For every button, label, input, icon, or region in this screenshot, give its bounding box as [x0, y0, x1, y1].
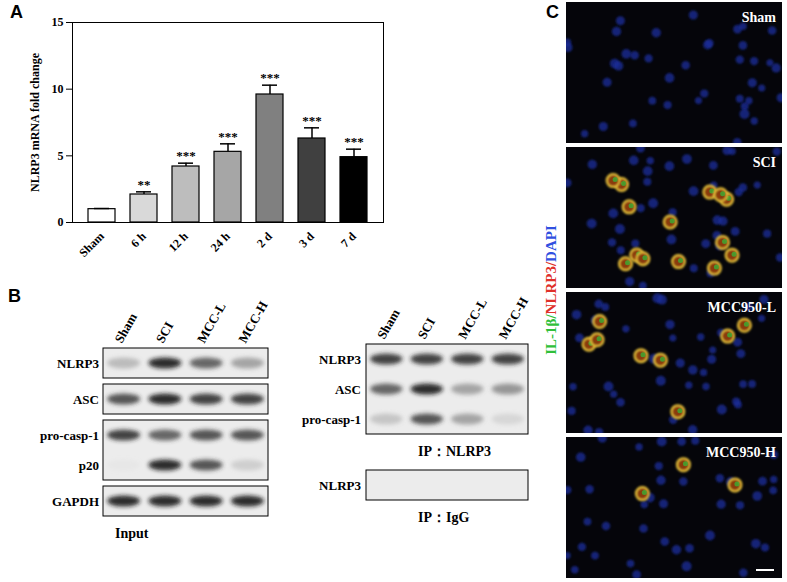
svg-text:**: ** — [138, 177, 151, 192]
svg-text:Sham: Sham — [76, 229, 107, 260]
svg-text:MCC-H: MCC-H — [495, 295, 531, 342]
svg-text:12 h: 12 h — [166, 229, 191, 254]
svg-text:IP：IgG: IP：IgG — [418, 510, 469, 525]
svg-text:5: 5 — [58, 149, 64, 163]
svg-text:***: *** — [176, 148, 196, 163]
svg-text:10: 10 — [52, 82, 64, 96]
svg-text:MCC-L: MCC-L — [455, 296, 490, 342]
svg-text:6 h: 6 h — [128, 229, 149, 250]
svg-text:***: *** — [302, 113, 322, 128]
svg-text:Sham: Sham — [374, 306, 403, 341]
svg-text:B: B — [8, 286, 21, 306]
svg-text:NLRP3: NLRP3 — [319, 478, 361, 493]
svg-text:MCC950-L: MCC950-L — [708, 300, 776, 315]
svg-text:MCC-L: MCC-L — [194, 300, 229, 346]
svg-text:GAPDH: GAPDH — [52, 494, 99, 509]
svg-text:NLRP3: NLRP3 — [57, 356, 99, 371]
svg-text:2 d: 2 d — [254, 229, 275, 250]
svg-text:24 h: 24 h — [208, 229, 233, 254]
svg-text:p20: p20 — [79, 458, 99, 473]
svg-text:Sham: Sham — [111, 310, 140, 345]
svg-text:***: *** — [218, 129, 238, 144]
svg-text:IP：NLRP3: IP：NLRP3 — [418, 444, 491, 459]
svg-text:MCC950-H: MCC950-H — [706, 445, 776, 460]
html-text:A: A — [10, 2, 23, 22]
svg-text:NLRP3: NLRP3 — [319, 352, 361, 367]
svg-text:pro-casp-1: pro-casp-1 — [40, 428, 99, 443]
svg-text:NLRP3 mRNA fold change: NLRP3 mRNA fold change — [28, 52, 42, 192]
svg-text:SCI: SCI — [753, 155, 776, 170]
svg-text:0: 0 — [58, 215, 64, 229]
svg-text:pro-casp-1: pro-casp-1 — [302, 412, 361, 427]
svg-text:ASC: ASC — [335, 382, 361, 397]
svg-text:SCI: SCI — [152, 319, 176, 345]
svg-text:Sham: Sham — [742, 10, 777, 25]
svg-text:15: 15 — [52, 15, 64, 29]
svg-text:C: C — [546, 2, 559, 22]
svg-text:***: *** — [344, 134, 364, 149]
svg-text:IL-1β/NLRP3/DAPI: IL-1β/NLRP3/DAPI — [543, 225, 559, 355]
svg-text:7 d: 7 d — [338, 229, 359, 250]
svg-text:SCI: SCI — [414, 315, 438, 341]
svg-text:***: *** — [260, 70, 280, 85]
svg-text:MCC-H: MCC-H — [235, 299, 271, 346]
svg-text:ASC: ASC — [73, 392, 99, 407]
svg-text:Input: Input — [115, 526, 149, 541]
svg-text:3 d: 3 d — [296, 229, 317, 250]
